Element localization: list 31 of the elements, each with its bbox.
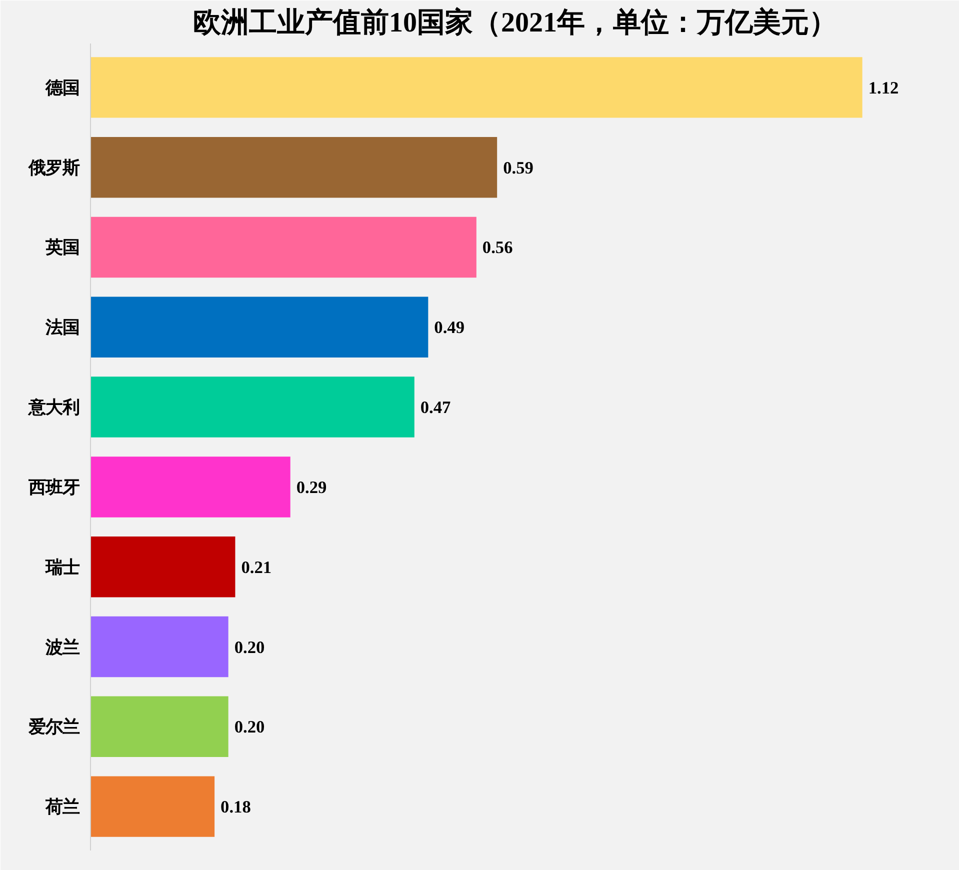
data-label: 0.21	[241, 558, 272, 577]
bar	[90, 696, 228, 758]
y-tick-label: 英国	[44, 237, 80, 258]
y-tick-label: 德国	[44, 77, 80, 98]
data-label: 1.12	[868, 78, 899, 98]
bar	[90, 296, 428, 358]
data-label: 0.18	[220, 798, 252, 817]
y-tick-label: 荷兰	[44, 796, 80, 817]
y-tick-label: 瑞士	[44, 556, 80, 577]
data-label: 0.49	[434, 318, 465, 338]
y-tick-label: 意大利	[28, 397, 80, 418]
data-label: 0.29	[296, 478, 328, 497]
data-label: 0.47	[420, 398, 452, 418]
bar	[90, 216, 476, 278]
bar	[90, 136, 498, 198]
chart-title: 欧洲工业产值前10国家（2021年，单位：万亿美元）	[193, 6, 837, 38]
data-label: 0.20	[234, 638, 265, 657]
bar	[90, 536, 236, 598]
bar	[90, 57, 862, 118]
bar	[90, 776, 215, 837]
bar	[90, 616, 228, 678]
bar	[90, 456, 290, 518]
y-tick-label: 西班牙	[28, 476, 80, 497]
y-tick-label: 爱尔兰	[28, 716, 80, 737]
y-tick-label: 波兰	[44, 636, 80, 657]
data-label: 0.59	[503, 158, 534, 178]
data-label: 0.20	[234, 718, 265, 737]
bar	[90, 376, 414, 438]
y-tick-label: 法国	[44, 317, 80, 338]
data-label: 0.56	[482, 238, 514, 258]
y-tick-label: 俄罗斯	[28, 157, 80, 178]
